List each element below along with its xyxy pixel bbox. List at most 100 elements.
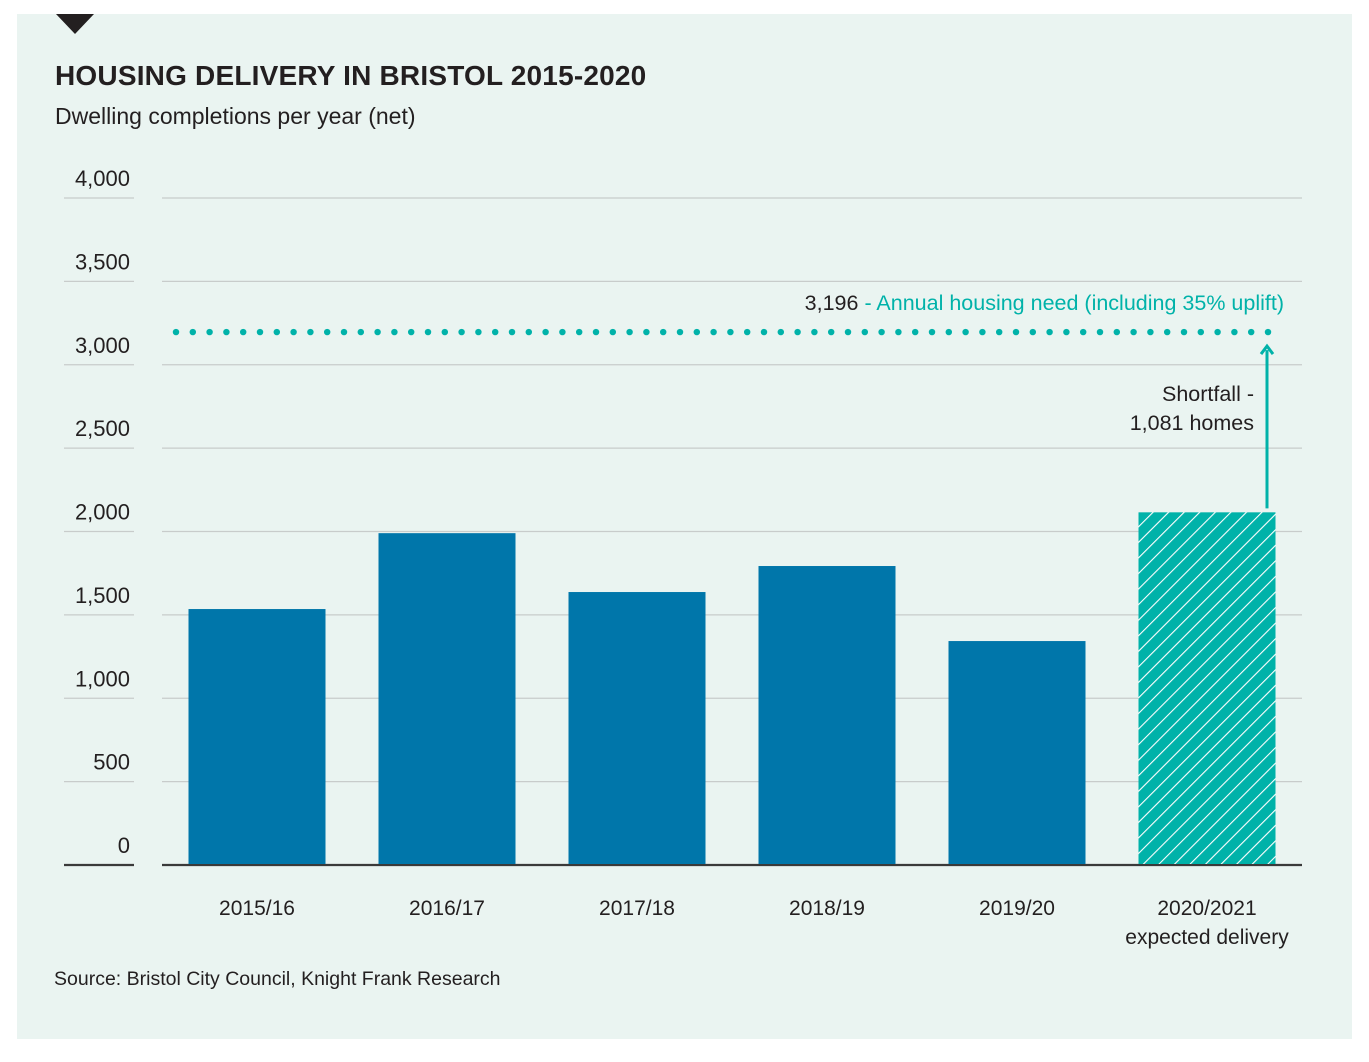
reference-dot bbox=[1113, 328, 1121, 336]
reference-dot bbox=[710, 328, 717, 336]
reference-dot bbox=[794, 328, 801, 336]
y-tick-label: 1,000 bbox=[75, 666, 130, 691]
y-tick-label: 4,000 bbox=[75, 166, 130, 191]
x-tick-sublabel: expected delivery bbox=[1125, 926, 1289, 949]
reference-dot bbox=[424, 328, 432, 336]
reference-dot bbox=[828, 328, 835, 336]
reference-dot bbox=[945, 328, 952, 336]
shortfall-label-line2: 1,081 homes bbox=[1130, 411, 1254, 435]
reference-dot bbox=[441, 328, 448, 336]
bar bbox=[378, 533, 516, 864]
y-tick-label: 3,500 bbox=[75, 249, 130, 274]
reference-dot bbox=[290, 328, 297, 336]
y-tick-label: 2,500 bbox=[75, 416, 130, 441]
reference-value: 3,196 bbox=[805, 291, 859, 315]
reference-dot bbox=[189, 328, 196, 336]
y-tick-label: 500 bbox=[93, 750, 130, 775]
reference-dot bbox=[1248, 328, 1255, 336]
reference-dot bbox=[895, 328, 902, 336]
reference-dot bbox=[340, 328, 348, 336]
reference-dot bbox=[576, 328, 583, 336]
reference-dot bbox=[760, 328, 768, 336]
x-tick-label: 2015/16 bbox=[219, 897, 295, 920]
y-axis-ticks: 0 500 1,000 1,500 2,000 2,500 3,000 3,500 4,000 bbox=[75, 166, 130, 858]
reference-dot bbox=[374, 328, 381, 336]
reference-dot bbox=[1164, 328, 1171, 336]
reference-dot bbox=[172, 328, 180, 336]
reference-dot bbox=[1080, 328, 1087, 336]
reference-dot bbox=[844, 328, 852, 336]
reference-dot bbox=[928, 328, 936, 336]
chart-panel bbox=[17, 14, 1352, 1039]
reference-dot bbox=[996, 328, 1003, 336]
reference-dot bbox=[475, 328, 482, 336]
reference-dot bbox=[693, 328, 700, 336]
reference-dot bbox=[660, 328, 667, 336]
reference-dot bbox=[962, 328, 969, 336]
reference-dot bbox=[324, 328, 331, 336]
arrow-up-icon bbox=[1259, 343, 1275, 355]
reference-dot bbox=[1231, 328, 1238, 336]
reference-dot bbox=[408, 328, 415, 336]
x-tick-label: 2016/17 bbox=[409, 897, 485, 920]
bar bbox=[948, 641, 1086, 864]
reference-dot bbox=[542, 328, 549, 336]
bar bbox=[758, 566, 896, 864]
shortfall-label-line1: Shortfall - bbox=[1162, 382, 1254, 406]
source-note: Source: Bristol City Council, Knight Fra… bbox=[54, 968, 501, 990]
x-tick-label: 2017/18 bbox=[599, 897, 675, 920]
reference-dot bbox=[1012, 328, 1020, 336]
reference-dot bbox=[727, 328, 734, 336]
reference-dot bbox=[878, 328, 885, 336]
reference-dot bbox=[357, 328, 364, 336]
reference-dot bbox=[458, 328, 465, 336]
reference-dot bbox=[1063, 328, 1070, 336]
bar-forecast bbox=[1138, 512, 1276, 864]
reference-description: - Annual housing need (including 35% upl… bbox=[858, 291, 1284, 315]
shortfall-annotation: Shortfall - 1,081 homes bbox=[1130, 343, 1275, 509]
reference-dot bbox=[1029, 328, 1037, 336]
bar bbox=[188, 609, 326, 864]
reference-dot bbox=[777, 328, 784, 336]
x-tick-label: 2018/19 bbox=[789, 897, 865, 920]
reference-dot bbox=[1180, 328, 1188, 336]
reference-line-label: 3,196 - Annual housing need (including 3… bbox=[805, 291, 1284, 315]
x-tick-label: 2020/2021 bbox=[1157, 897, 1256, 920]
reference-dot bbox=[912, 328, 919, 336]
reference-dot bbox=[256, 328, 264, 336]
reference-dot bbox=[979, 328, 986, 336]
reference-dot bbox=[1096, 328, 1104, 336]
reference-dot bbox=[643, 328, 650, 336]
chart-title: HOUSING DELIVERY IN BRISTOL 2015-2020 bbox=[55, 60, 647, 91]
reference-dot bbox=[1130, 328, 1137, 336]
x-axis-ticks: 2015/16 2016/17 2017/18 2018/19 2019/20 2020/… bbox=[219, 897, 1289, 949]
reference-dot bbox=[1197, 328, 1205, 336]
reference-dot bbox=[240, 328, 247, 336]
reference-dot bbox=[811, 328, 818, 336]
reference-dot bbox=[559, 328, 566, 336]
x-tick-label: 2019/20 bbox=[979, 897, 1055, 920]
bar bbox=[568, 592, 706, 864]
bars bbox=[188, 512, 1276, 864]
reference-dot bbox=[508, 328, 516, 336]
reference-dot bbox=[626, 328, 633, 336]
reference-dot bbox=[1264, 328, 1272, 336]
reference-dot bbox=[676, 328, 684, 336]
reference-dot bbox=[609, 328, 616, 336]
y-tick-label: 0 bbox=[118, 833, 130, 858]
y-tick-label: 3,000 bbox=[75, 333, 130, 358]
reference-dot bbox=[206, 328, 213, 336]
gridlines bbox=[64, 197, 1302, 867]
chart-subtitle: Dwelling completions per year (net) bbox=[55, 103, 416, 129]
reference-dot bbox=[525, 328, 532, 336]
reference-line bbox=[172, 328, 1272, 336]
reference-dot bbox=[1046, 328, 1053, 336]
reference-dot bbox=[1147, 328, 1154, 336]
reference-dot bbox=[273, 328, 280, 336]
reference-dot bbox=[1214, 328, 1221, 336]
reference-dot bbox=[744, 328, 751, 336]
reference-dot bbox=[391, 328, 398, 336]
reference-dot bbox=[492, 328, 499, 336]
reference-dot bbox=[307, 328, 314, 336]
